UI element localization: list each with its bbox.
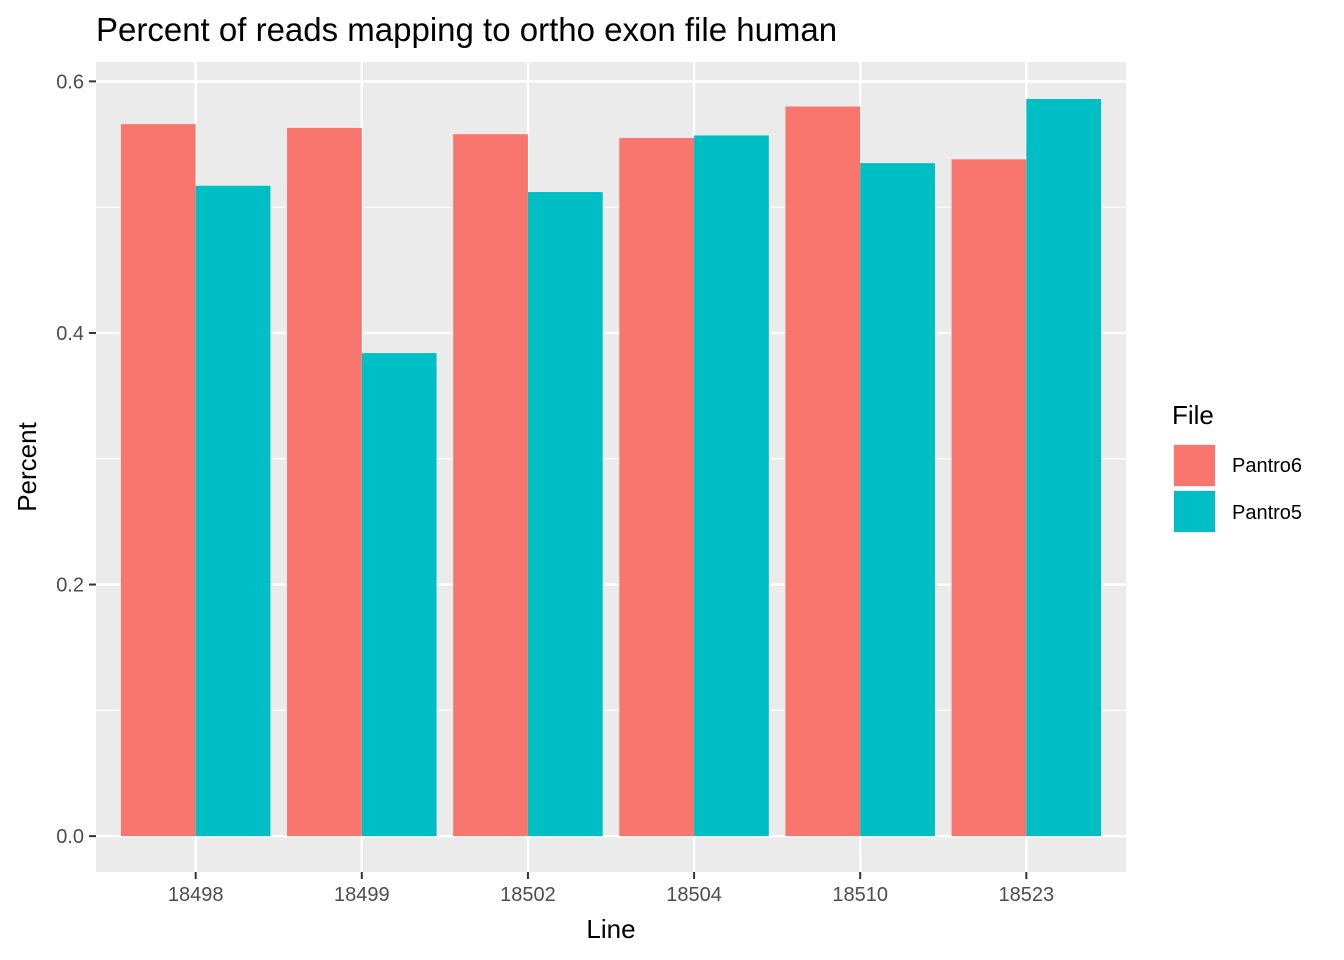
bar-pantro6-18502 [453, 134, 528, 837]
y-tick-label: 0.6 [56, 71, 84, 93]
bar-pantro5-18502 [527, 192, 603, 837]
legend-label-pantro6: Pantro6 [1232, 455, 1302, 477]
x-tick-label: 18502 [500, 884, 556, 906]
y-tick-label: 0.4 [56, 323, 84, 345]
chart-title: Percent of reads mapping to ortho exon f… [96, 11, 837, 48]
y-axis: 0.0 0.2 0.4 0.6 [56, 71, 96, 848]
x-tick-label: 18523 [999, 884, 1055, 906]
bar-pantro5-18510 [860, 163, 935, 837]
legend-label-pantro5: Pantro5 [1232, 502, 1302, 524]
bar-pantro6-18510 [785, 106, 861, 837]
legend-title: File [1172, 400, 1214, 430]
legend: File Pantro6 Pantro5 [1172, 400, 1302, 533]
bar-pantro6-18498 [120, 124, 196, 837]
y-tick-label: 0.2 [56, 575, 84, 597]
legend-swatch-pantro5 [1174, 491, 1215, 532]
bar-pantro5-18523 [1026, 98, 1102, 837]
x-tick-label: 18499 [334, 884, 390, 906]
x-axis: 18498 18499 18502 18504 18510 18523 [168, 872, 1054, 906]
x-tick-label: 18498 [168, 884, 224, 906]
legend-swatch-pantro6 [1174, 445, 1215, 486]
y-axis-title: Percent [12, 421, 42, 511]
bars [120, 98, 1102, 837]
bar-pantro5-18499 [361, 353, 437, 837]
bar-pantro5-18498 [195, 185, 271, 837]
bar-pantro6-18504 [619, 137, 695, 837]
x-tick-label: 18510 [832, 884, 888, 906]
bar-pantro6-18523 [951, 159, 1027, 837]
bar-pantro6-18499 [287, 127, 362, 837]
x-tick-label: 18504 [666, 884, 722, 906]
bar-pantro5-18504 [694, 135, 769, 837]
x-axis-title: Line [586, 914, 635, 944]
y-tick-label: 0.0 [56, 826, 84, 848]
